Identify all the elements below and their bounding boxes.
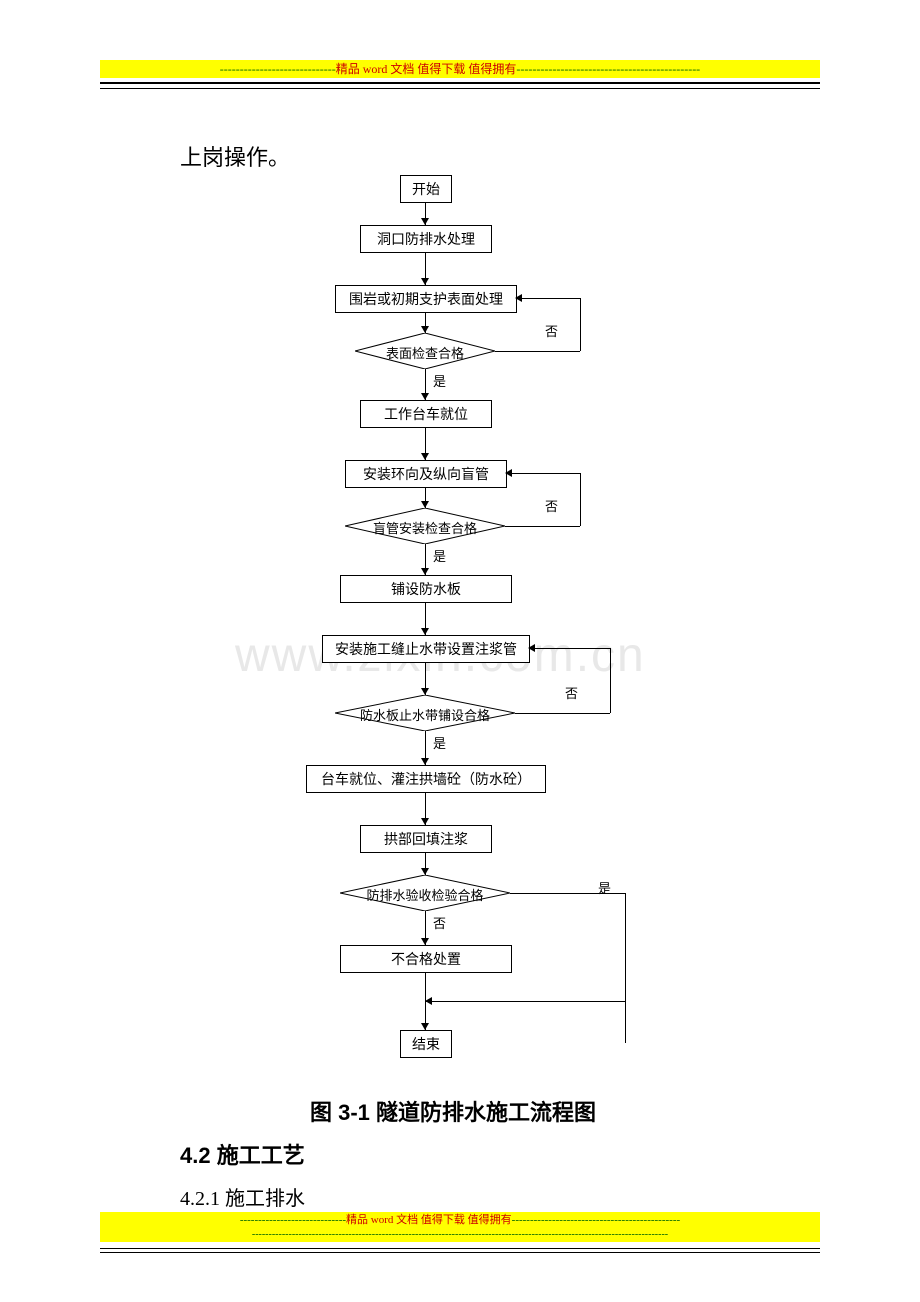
footer1-dashes-right: ----------------------------------------…: [512, 1214, 681, 1226]
flow-yes-label: 是: [598, 878, 611, 897]
section-heading: 4.2 施工工艺: [180, 1138, 305, 1170]
flow-no-label: 否: [433, 913, 446, 932]
flow-process: 洞口防排水处理: [360, 225, 492, 253]
flow-yes-label: 是: [433, 371, 446, 390]
flow-process: 安装施工缝止水带设置注浆管: [322, 635, 530, 663]
header-text: 精品 word 文档 值得下载 值得拥有: [336, 62, 517, 76]
footer1-text: 精品 word 文档 值得下载 值得拥有: [346, 1214, 512, 1226]
header-dashes-left: -----------------------------: [220, 62, 336, 76]
flow-no-label: 否: [545, 321, 558, 340]
header-dashes-right: ----------------------------------------…: [516, 62, 700, 76]
flow-decision-label: 防排水验收检验合格: [340, 885, 510, 904]
flow-yes-label: 是: [433, 733, 446, 752]
flow-process: 工作台车就位: [360, 400, 492, 428]
flow-no-label: 否: [565, 683, 578, 702]
flow-decision-label: 防水板止水带铺设合格: [335, 705, 515, 724]
footer-banner-1: -----------------------------精品 word 文档 …: [100, 1212, 820, 1228]
flowchart: 开始洞口防排水处理围岩或初期支护表面处理表面检查合格工作台车就位安装环向及纵向盲…: [300, 175, 700, 1075]
footer-rule: [100, 1248, 820, 1253]
flow-decision-label: 表面检查合格: [355, 343, 495, 362]
flow-no-label: 否: [545, 496, 558, 515]
flow-process: 拱部回填注浆: [360, 825, 492, 853]
flow-process: 台车就位、灌注拱墙砼（防水砼）: [306, 765, 546, 793]
flow-process: 不合格处置: [340, 945, 512, 973]
subsection-heading: 4.2.1 施工排水: [180, 1182, 305, 1211]
flow-process: 安装环向及纵向盲管: [345, 460, 507, 488]
page: -----------------------------精品 word 文档 …: [0, 0, 920, 1302]
flow-yes-label: 是: [433, 546, 446, 565]
body-paragraph: 上岗操作。: [180, 140, 290, 172]
header-rule: [100, 82, 820, 89]
flow-decision-label: 盲管安装检查合格: [345, 518, 505, 537]
header-banner: -----------------------------精品 word 文档 …: [100, 60, 820, 78]
flow-process: 铺设防水板: [340, 575, 512, 603]
flow-process: 围岩或初期支护表面处理: [335, 285, 517, 313]
footer-banner-2: ----------------------------------------…: [100, 1228, 820, 1242]
flow-terminator: 结束: [400, 1030, 452, 1058]
footer1-dashes-left: -----------------------------: [240, 1214, 346, 1226]
flow-terminator: 开始: [400, 175, 452, 203]
figure-caption: 图 3-1 隧道防排水施工流程图: [310, 1095, 596, 1127]
